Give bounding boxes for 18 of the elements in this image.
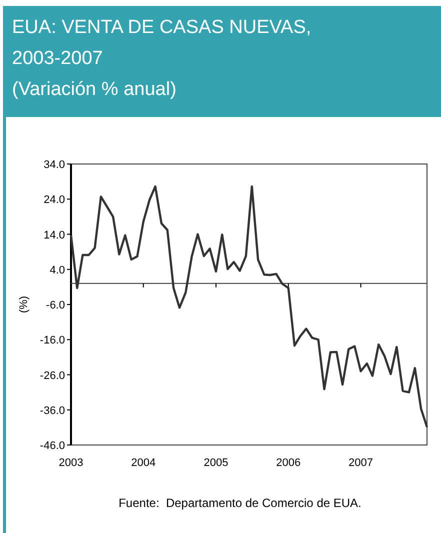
- y-tick-label: -6.0: [46, 300, 65, 312]
- chart-title: EUA: VENTA DE CASAS NUEVAS, 2003-2007 (Variación % anual): [12, 17, 312, 100]
- line-series: [70, 185, 428, 428]
- x-tick-label: 2007: [348, 457, 373, 469]
- y-tick-label: 34.0: [44, 159, 65, 171]
- y-tick-label: -16.0: [40, 334, 65, 347]
- y-tick-label: 14.0: [44, 229, 65, 242]
- x-tick-label: 2005: [204, 457, 228, 469]
- y-axis-title: (%): [18, 296, 30, 314]
- source-note: Fuente: Departamento de Comercio de EUA.: [118, 496, 362, 510]
- y-tick-label: -46.0: [40, 440, 65, 452]
- y-tick-label: -26.0: [40, 370, 65, 382]
- x-tick-label: 2004: [131, 457, 156, 469]
- y-tick-label: -36.0: [40, 404, 65, 417]
- x-tick-label: 2006: [276, 457, 301, 469]
- y-tick-label: 24.0: [44, 194, 65, 206]
- x-tick-label: 2003: [58, 457, 84, 469]
- y-tick-label: 4.0: [50, 264, 65, 276]
